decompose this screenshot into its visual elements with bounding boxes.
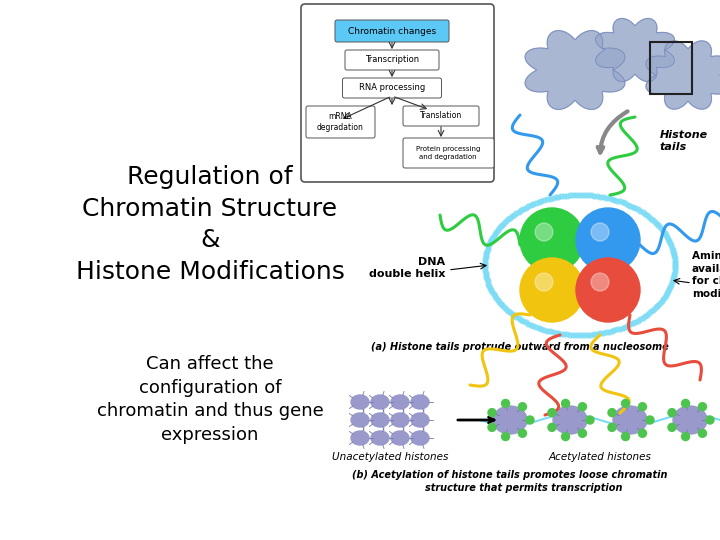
Circle shape [562, 400, 570, 407]
Text: RNA processing: RNA processing [359, 84, 425, 92]
Circle shape [520, 258, 584, 322]
Ellipse shape [351, 413, 369, 427]
Circle shape [520, 208, 584, 272]
Text: Chromatin changes: Chromatin changes [348, 26, 436, 36]
Circle shape [621, 400, 629, 407]
Circle shape [578, 429, 587, 437]
Circle shape [706, 416, 714, 424]
FancyBboxPatch shape [306, 106, 375, 138]
Circle shape [526, 416, 534, 424]
Circle shape [576, 208, 640, 272]
FancyBboxPatch shape [343, 78, 441, 98]
Ellipse shape [391, 431, 409, 445]
Ellipse shape [673, 406, 707, 434]
Polygon shape [525, 31, 625, 110]
Circle shape [488, 409, 496, 417]
Circle shape [548, 423, 556, 431]
Circle shape [502, 400, 510, 407]
Circle shape [586, 416, 594, 424]
Ellipse shape [411, 395, 429, 409]
Circle shape [535, 223, 553, 241]
Ellipse shape [351, 395, 369, 409]
FancyBboxPatch shape [301, 4, 494, 182]
Ellipse shape [371, 413, 389, 427]
Text: Transcription: Transcription [365, 56, 419, 64]
Circle shape [698, 429, 706, 437]
Text: Can affect the
configuration of
chromatin and thus gene
expression: Can affect the configuration of chromati… [96, 355, 323, 444]
Circle shape [591, 273, 609, 291]
Circle shape [535, 273, 553, 291]
Circle shape [698, 403, 706, 411]
Text: Acetylated histones: Acetylated histones [549, 452, 652, 462]
FancyBboxPatch shape [403, 106, 479, 126]
Polygon shape [646, 41, 720, 109]
Text: Regulation of
Chromatin Structure
&
Histone Modifications: Regulation of Chromatin Structure & Hist… [76, 165, 344, 284]
Circle shape [639, 403, 647, 411]
Text: Protein processing
and degradation: Protein processing and degradation [416, 146, 480, 159]
Text: mRNA
degradation: mRNA degradation [317, 112, 364, 132]
FancyBboxPatch shape [345, 50, 439, 70]
Text: (a) Histone tails protrude outward from a nucleosome: (a) Histone tails protrude outward from … [371, 342, 669, 352]
Text: Histone
tails: Histone tails [660, 130, 708, 152]
Circle shape [668, 409, 676, 417]
Circle shape [682, 400, 690, 407]
Circle shape [562, 433, 570, 441]
Polygon shape [595, 18, 675, 82]
Circle shape [576, 258, 640, 322]
Circle shape [608, 409, 616, 417]
Ellipse shape [613, 406, 647, 434]
Text: DNA
double helix: DNA double helix [369, 257, 445, 279]
Circle shape [548, 409, 556, 417]
Text: Unacetylated histones: Unacetylated histones [332, 452, 448, 462]
Circle shape [578, 403, 587, 411]
Circle shape [646, 416, 654, 424]
Ellipse shape [391, 395, 409, 409]
Ellipse shape [493, 406, 527, 434]
Circle shape [682, 433, 690, 441]
Bar [650, 42, 692, 94]
Ellipse shape [371, 431, 389, 445]
Circle shape [608, 423, 616, 431]
FancyBboxPatch shape [403, 138, 494, 168]
Text: Amino acids
available
for chemical
modification: Amino acids available for chemical modif… [692, 252, 720, 299]
Circle shape [502, 433, 510, 441]
Ellipse shape [411, 413, 429, 427]
Ellipse shape [411, 431, 429, 445]
Circle shape [518, 403, 526, 411]
Circle shape [488, 423, 496, 431]
Text: (b) Acetylation of histone tails promotes loose chromatin
        structure that: (b) Acetylation of histone tails promote… [352, 470, 667, 493]
Text: Translation: Translation [420, 111, 462, 120]
Circle shape [639, 429, 647, 437]
FancyBboxPatch shape [335, 20, 449, 42]
Circle shape [621, 433, 629, 441]
Circle shape [668, 423, 676, 431]
Ellipse shape [553, 406, 587, 434]
Circle shape [518, 429, 526, 437]
Ellipse shape [371, 395, 389, 409]
Ellipse shape [391, 413, 409, 427]
Circle shape [591, 223, 609, 241]
Ellipse shape [351, 431, 369, 445]
